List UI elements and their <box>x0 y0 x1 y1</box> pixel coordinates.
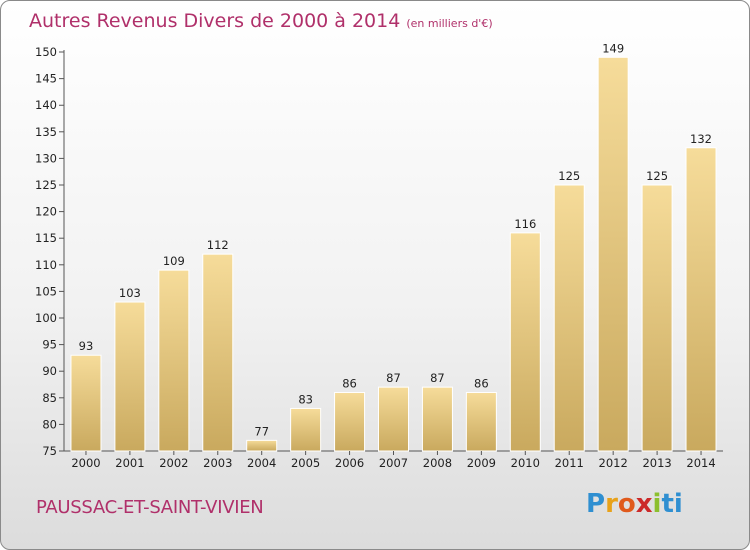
y-tick-label: 100 <box>35 311 57 325</box>
chart-title-text: Autres Revenus Divers de 2000 à 2014 <box>29 10 401 32</box>
x-tick-label: 2008 <box>423 456 452 470</box>
logo-letter: o <box>617 489 636 519</box>
bar <box>378 386 409 452</box>
x-tick-label: 2014 <box>686 456 715 470</box>
y-tick-label: 130 <box>35 151 57 165</box>
bar <box>114 301 146 452</box>
bar <box>421 386 453 452</box>
data-label: 116 <box>514 217 536 231</box>
data-label: 87 <box>386 371 401 385</box>
data-label: 83 <box>298 392 313 406</box>
y-tick-label: 120 <box>35 205 57 219</box>
data-label: 93 <box>79 339 94 353</box>
bar <box>509 232 541 452</box>
logo-letter: r <box>605 489 618 519</box>
logo-letter: P <box>586 489 606 519</box>
bar <box>553 184 585 452</box>
chart-unit: (en milliers d'€) <box>406 17 493 30</box>
data-label: 132 <box>690 132 712 146</box>
bar <box>70 354 102 452</box>
proxiti-logo: Proxiti <box>586 489 683 519</box>
data-label: 109 <box>163 254 185 268</box>
bar <box>290 407 322 452</box>
data-label: 86 <box>474 376 489 390</box>
data-label: 112 <box>207 238 229 252</box>
y-tick-label: 110 <box>35 258 57 272</box>
x-tick-label: 2001 <box>115 456 144 470</box>
bar <box>465 391 497 452</box>
y-tick-label: 145 <box>35 72 57 86</box>
x-tick-label: 2003 <box>203 456 232 470</box>
y-tick-label: 125 <box>35 178 57 192</box>
x-tick-label: 2005 <box>291 456 320 470</box>
x-tick-label: 2011 <box>555 456 584 470</box>
x-tick-label: 2007 <box>379 456 408 470</box>
x-tick-label: 2006 <box>335 456 364 470</box>
bar <box>246 439 278 452</box>
data-label: 103 <box>119 286 141 300</box>
y-tick-label: 85 <box>42 391 57 405</box>
y-tick-label: 75 <box>42 444 57 458</box>
data-label: 86 <box>342 376 357 390</box>
y-tick-label: 135 <box>35 125 57 139</box>
y-tick-label: 95 <box>42 338 57 352</box>
y-tick-label: 90 <box>42 364 57 378</box>
x-tick-label: 2012 <box>599 456 628 470</box>
logo-letter: x <box>635 489 653 519</box>
x-tick-label: 2004 <box>247 456 276 470</box>
data-label: 125 <box>558 169 580 183</box>
y-tick-label: 80 <box>42 417 57 431</box>
bar <box>597 56 629 452</box>
bar <box>685 147 717 452</box>
logo-letter: i <box>652 489 662 519</box>
x-tick-label: 2000 <box>71 456 100 470</box>
y-tick-label: 150 <box>35 45 57 59</box>
bar <box>158 269 190 452</box>
y-tick-label: 105 <box>35 284 57 298</box>
bar <box>334 391 366 452</box>
x-tick-label: 2009 <box>467 456 496 470</box>
data-label: 149 <box>602 41 624 55</box>
data-label: 125 <box>646 169 668 183</box>
chart-title: Autres Revenus Divers de 2000 à 2014 (en … <box>29 10 493 32</box>
y-tick-label: 140 <box>35 98 57 112</box>
data-label: 77 <box>254 424 269 438</box>
place-name: PAUSSAC-ET-SAINT-VIVIEN <box>36 497 264 518</box>
data-label: 87 <box>430 371 445 385</box>
x-tick-label: 2010 <box>511 456 540 470</box>
x-tick-label: 2002 <box>159 456 188 470</box>
logo-letter: ti <box>661 489 683 519</box>
bar <box>202 253 234 452</box>
x-tick-label: 2013 <box>642 456 671 470</box>
y-tick-label: 115 <box>35 231 57 245</box>
bar <box>641 184 673 452</box>
